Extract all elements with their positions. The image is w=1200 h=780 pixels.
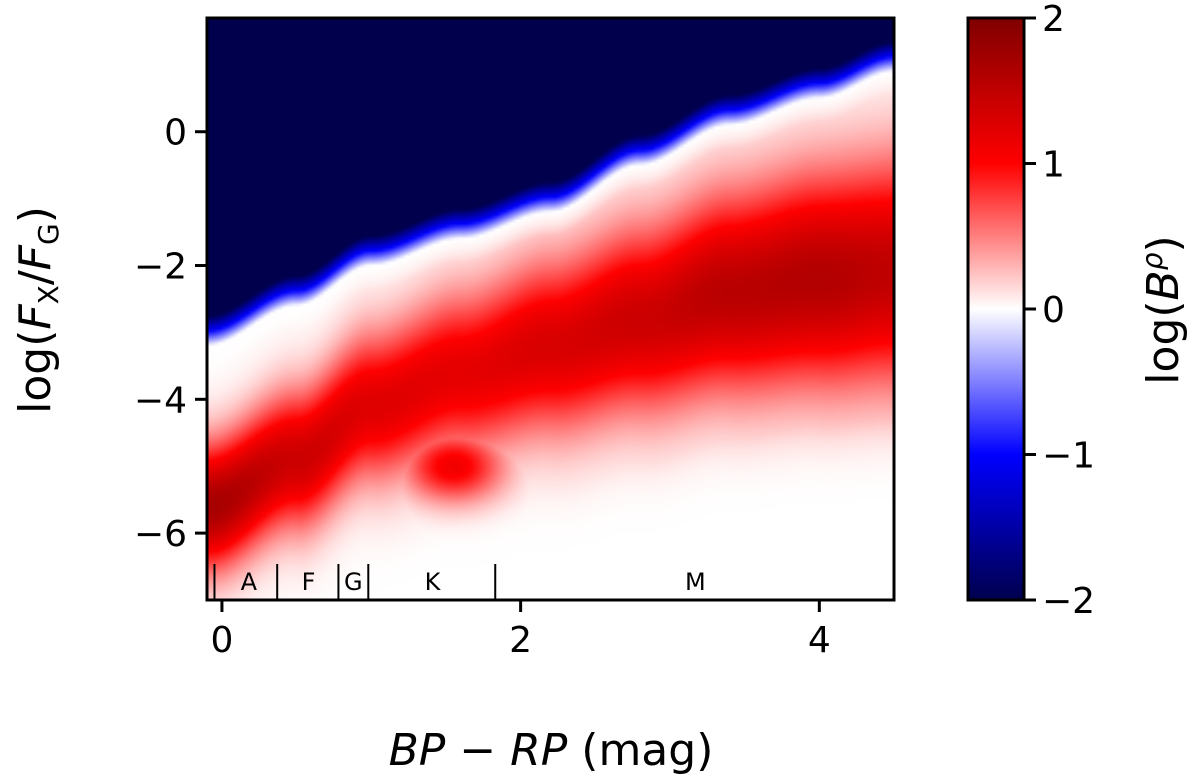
y-tick-label: −4 <box>134 380 187 421</box>
plot-frame <box>205 16 896 602</box>
colorbar: 2 1 0 −1 −2 log(Bρ) <box>966 0 1189 622</box>
y-axis-label-numerator: F <box>10 304 61 330</box>
colorbar-tick-label: 0 <box>1042 290 1065 331</box>
y-axis-label-denominator: F <box>10 244 61 270</box>
spectral-type-label: K <box>425 568 442 596</box>
x-axis: 0 2 4 <box>210 600 831 661</box>
y-axis: 0 −2 −4 −6 <box>134 113 207 555</box>
colorbar-label: log(Bρ) <box>1136 235 1189 384</box>
spectral-type-label: M <box>685 568 706 596</box>
colorbar-tick-label: −1 <box>1042 436 1095 477</box>
y-axis-label-prefix: log( <box>10 330 61 414</box>
y-tick-label: −6 <box>134 514 187 555</box>
colorbar-label-suffix: ) <box>1138 235 1189 252</box>
y-axis-label-numerator-sub: X <box>32 285 65 304</box>
x-axis-label-italic: BP − RP <box>389 725 568 776</box>
x-axis-label: BP − RP (mag) <box>389 725 714 776</box>
colorbar-label-sup: ρ <box>1136 252 1169 270</box>
spectral-type-label: G <box>344 568 363 596</box>
x-tick-label: 4 <box>808 620 831 661</box>
colorbar-tick-label: 2 <box>1042 0 1065 40</box>
x-tick-label: 2 <box>509 620 532 661</box>
colorbar-label-base: B <box>1138 270 1189 300</box>
y-axis-label-denominator-sub: G <box>32 223 65 245</box>
y-axis-label-suffix: ) <box>10 206 61 223</box>
colorbar-tick-label: −2 <box>1042 581 1095 622</box>
heatmap-image <box>207 18 894 600</box>
y-axis-label: log(FX/FG) <box>10 206 65 414</box>
y-axis-label-slash: / <box>10 270 61 285</box>
heatmap-area <box>207 18 894 600</box>
spectral-type-label: F <box>302 568 316 596</box>
colorbar-gradient <box>968 18 1024 600</box>
x-axis-label-unit: (mag) <box>567 725 713 776</box>
colorbar-tick-label: 1 <box>1042 145 1065 186</box>
x-tick-label: 0 <box>210 620 233 661</box>
y-tick-label: −2 <box>134 247 187 288</box>
y-tick-label: 0 <box>164 113 187 154</box>
colorbar-ticks: 2 1 0 −1 −2 <box>1024 0 1095 622</box>
colorbar-label-prefix: log( <box>1138 300 1189 384</box>
spectral-type-label: A <box>241 568 258 596</box>
